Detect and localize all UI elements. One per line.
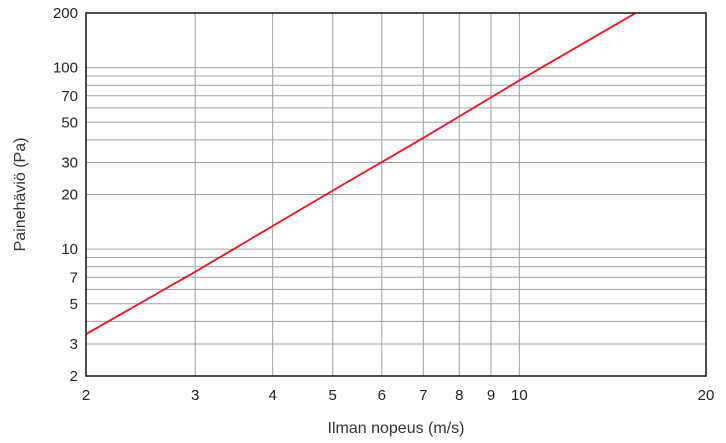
- y-tick-label: 5: [70, 296, 78, 313]
- x-tick-label: 3: [191, 387, 199, 404]
- x-tick-label: 2: [82, 387, 90, 404]
- x-tick-label: 9: [487, 387, 495, 404]
- x-tick-label: 10: [511, 387, 528, 404]
- x-tick-label: 6: [378, 387, 386, 404]
- x-tick-label: 20: [698, 387, 715, 404]
- series-line: [85, 12, 637, 335]
- y-tick-label: 50: [61, 114, 78, 131]
- tick-layer: 2 3 4 5 6 7 8 9 10 20 2 3 5 7 10 20 30 50 70 100 200: [53, 5, 714, 404]
- y-tick-label: 2: [70, 368, 78, 385]
- y-tick-label: 20: [61, 187, 78, 204]
- y-tick-label: 7: [70, 269, 78, 286]
- y-tick-label: 10: [61, 241, 78, 258]
- series-layer: [85, 12, 637, 335]
- x-tick-label: 8: [455, 387, 463, 404]
- x-tick-label: 4: [268, 387, 276, 404]
- y-tick-label: 70: [61, 88, 78, 105]
- plot-frame: [85, 12, 707, 377]
- grid-layer: [86, 13, 706, 376]
- y-axis-title: Painehäviö (Pa): [12, 138, 29, 252]
- y-tick-label: 3: [70, 336, 78, 353]
- y-tick-label: 30: [61, 155, 78, 172]
- y-tick-label: 100: [53, 60, 78, 77]
- x-tick-label: 5: [329, 387, 337, 404]
- x-axis-title: Ilman nopeus (m/s): [328, 420, 465, 437]
- y-tick-label: 200: [53, 5, 78, 22]
- x-tick-label: 7: [419, 387, 427, 404]
